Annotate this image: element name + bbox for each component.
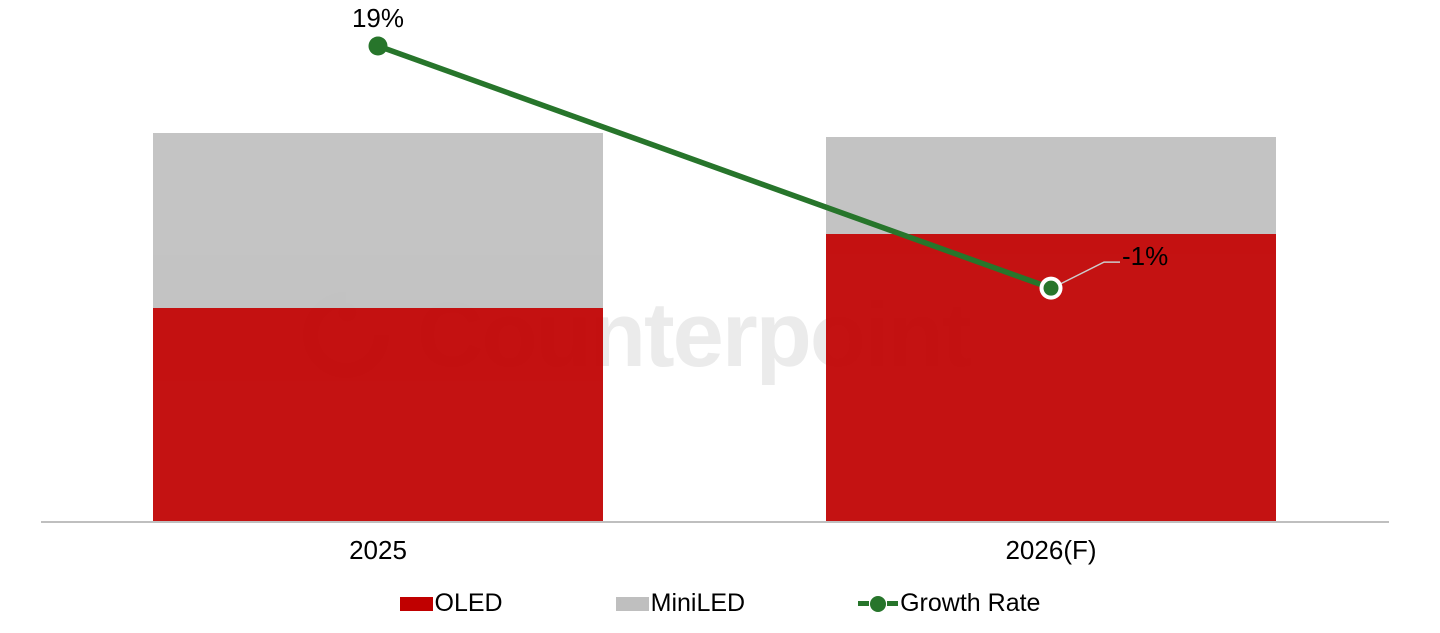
x-tick-2026f: 2026(F)	[1005, 535, 1097, 565]
segment-oled-2025	[153, 308, 603, 523]
legend-label-miniled: MiniLED	[650, 589, 746, 617]
bar-2025	[153, 132, 603, 523]
growth-label-2026f: -1%	[1122, 241, 1169, 272]
x-tick-2025: 2025	[349, 535, 407, 565]
legend-item-oled: OLED	[399, 589, 503, 618]
growth-label-2025: 19%	[351, 3, 405, 33]
oled-swatch-icon	[399, 596, 433, 611]
bar-2026f	[826, 136, 1276, 523]
segment-oled-2026f	[826, 234, 1276, 523]
growth-point-2025	[368, 36, 388, 56]
x-axis-line	[41, 521, 1389, 523]
miniled-swatch-icon	[615, 596, 649, 611]
segment-miniled-2025	[153, 132, 603, 309]
legend: OLED MiniLED Growth Rate	[0, 589, 1440, 618]
growth-rate-marker-icon	[858, 595, 899, 612]
legend-label-growth-rate: Growth Rate	[900, 589, 1041, 617]
legend-item-growth-rate: Growth Rate	[858, 589, 1040, 618]
segment-miniled-2026f	[826, 136, 1276, 235]
legend-item-miniled: MiniLED	[615, 589, 746, 618]
legend-label-oled: OLED	[434, 589, 503, 617]
